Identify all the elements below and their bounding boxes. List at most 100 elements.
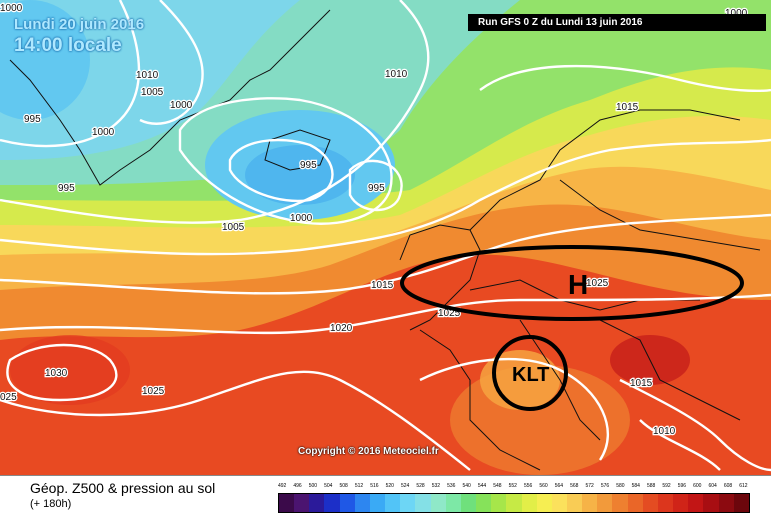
scale-tick-label: 516	[370, 483, 379, 489]
pressure-label: 1005	[222, 222, 245, 233]
scale-swatch	[627, 494, 643, 512]
weather-map: 1000 1010 1005 1000 995 1000 1010 1015 9…	[0, 0, 771, 475]
run-info: Run GFS 0 Z du Lundi 13 juin 2016	[468, 14, 766, 31]
scale-swatch	[718, 494, 734, 512]
pressure-label: 995	[368, 183, 385, 194]
scale-tick-label: 564	[554, 483, 564, 489]
scale-tick-label: 608	[723, 483, 733, 489]
legend-footer: Géop. Z500 & pression au sol (+ 180h) 49…	[0, 475, 771, 521]
scale-swatch	[673, 494, 689, 512]
scale-tick-label: 592	[662, 483, 671, 489]
scale-swatch	[415, 494, 431, 512]
scale-swatch	[657, 494, 674, 512]
scale-swatch	[445, 494, 461, 512]
scale-tick-label: 572	[585, 483, 594, 489]
forecast-time: 14:00 locale	[14, 35, 122, 56]
pressure-label: 1000	[92, 127, 115, 138]
scale-swatch	[324, 494, 340, 512]
scale-tick-label: 536	[447, 483, 456, 489]
scale-swatch	[400, 494, 416, 512]
scale-swatch	[430, 494, 446, 512]
pressure-label: 1005	[141, 87, 164, 98]
scale-tick-label: 512	[354, 483, 364, 489]
scale-swatch	[491, 494, 507, 512]
scale-tick-label: 532	[431, 483, 441, 489]
scale-swatch	[566, 494, 583, 512]
legend-title: Géop. Z500 & pression au sol	[30, 480, 216, 496]
pressure-label: 025	[0, 392, 17, 403]
pressure-label: 1015	[371, 280, 394, 291]
color-scale	[278, 493, 750, 513]
scale-tick-label: 612	[739, 483, 748, 489]
scale-swatch	[551, 494, 567, 512]
scale-swatch	[385, 494, 401, 512]
scale-tick-label: 540	[462, 483, 471, 489]
pressure-label: 1025	[142, 386, 165, 397]
scale-tick-label: 560	[539, 483, 548, 489]
scale-ticks: 492 496 500 504 508 512 516 520 524 528 532 536 540 5…	[278, 483, 748, 489]
kt-marker: KLT	[512, 364, 549, 386]
scale-swatch	[536, 494, 552, 512]
scale-tick-label: 508	[339, 483, 348, 489]
pressure-labels: 1000 1010 1005 1000 995 1000 1010 1015 9…	[0, 2, 749, 439]
scale-tick-label: 556	[524, 483, 533, 489]
scale-tick-label: 520	[385, 483, 394, 489]
scale-tick-label: 584	[631, 483, 640, 489]
scale-tick-label: 604	[708, 483, 717, 489]
scale-tick-label: 596	[677, 483, 687, 489]
scale-swatch	[369, 494, 386, 512]
scale-swatch	[521, 494, 537, 512]
scale-swatch	[309, 494, 325, 512]
scale-tick-label: 528	[416, 483, 425, 489]
pressure-label: 1000	[170, 100, 193, 111]
scale-swatch	[703, 494, 719, 512]
scale-tick-label: 552	[508, 483, 517, 489]
scale-tick-label: 548	[493, 483, 502, 489]
pressure-label: 1000	[0, 3, 23, 14]
kt-circle	[492, 335, 568, 411]
pressure-label: 1030	[45, 368, 68, 379]
pressure-label: 995	[300, 160, 317, 171]
scale-tick-label: 600	[693, 483, 702, 489]
scale-swatch	[582, 494, 598, 512]
high-pressure-ellipse	[400, 245, 744, 321]
pressure-label: 1025	[586, 278, 609, 289]
scale-tick-label: 492	[278, 483, 287, 489]
pressure-label: 1000	[290, 213, 313, 224]
pressure-label: 1015	[616, 102, 639, 113]
scale-swatch	[688, 494, 704, 512]
pressure-label: 1010	[136, 70, 159, 81]
scale-swatch	[294, 494, 310, 512]
scale-tick-label: 500	[308, 483, 318, 489]
scale-tick-label: 588	[647, 483, 656, 489]
pressure-label: 1010	[653, 426, 676, 437]
legend-subtitle: (+ 180h)	[30, 498, 72, 510]
scale-swatch	[597, 494, 613, 512]
copyright: Copyright © 2016 Meteociel.fr	[298, 446, 439, 457]
scale-swatch	[339, 494, 355, 512]
pressure-label: 1020	[330, 323, 353, 334]
pressure-label: 995	[58, 183, 75, 194]
scale-swatch	[460, 494, 477, 512]
scale-swatch	[642, 494, 658, 512]
forecast-date: Lundi 20 juin 2016	[14, 16, 145, 33]
pressure-label: 995	[24, 114, 41, 125]
scale-swatch	[612, 494, 628, 512]
scale-tick-label: 524	[401, 483, 410, 489]
scale-tick-label: 496	[293, 483, 302, 489]
scale-swatch	[733, 494, 749, 512]
scale-swatch	[506, 494, 522, 512]
scale-swatch	[354, 494, 370, 512]
scale-tick-label: 568	[570, 483, 579, 489]
scale-tick-label: 576	[600, 483, 610, 489]
scale-tick-label: 544	[477, 483, 487, 489]
scale-swatch	[279, 494, 295, 512]
scale-tick-label: 580	[616, 483, 625, 489]
isobars	[0, 0, 771, 472]
scale-swatch	[476, 494, 492, 512]
coastlines	[9, 9, 761, 471]
pressure-label: 1015	[630, 378, 653, 389]
high-marker: H	[568, 269, 588, 300]
pressure-label: 1010	[385, 69, 408, 80]
scale-tick-label: 504	[324, 483, 333, 489]
